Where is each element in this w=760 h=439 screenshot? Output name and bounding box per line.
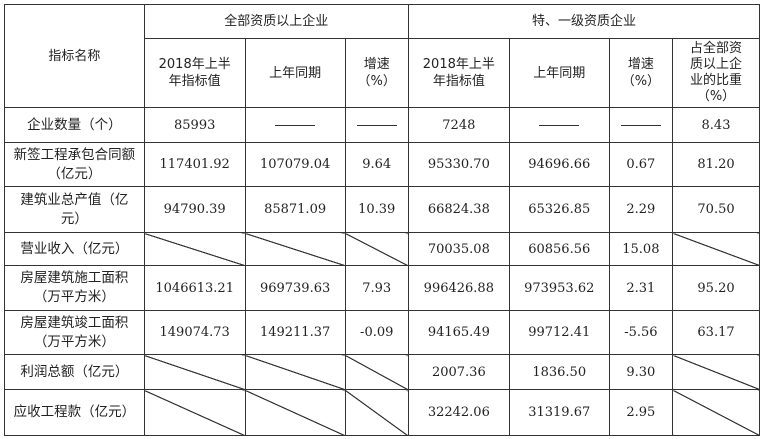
empty-cell-slash bbox=[672, 354, 760, 390]
table-row: 应收工程款（亿元） 32242.06 31319.67 2.95 bbox=[4, 389, 760, 436]
indicator-name: 应收工程款（亿元） bbox=[4, 389, 145, 436]
cell-sp-value: 70035.08 bbox=[407, 232, 510, 266]
cell-sp-value: 2007.36 bbox=[407, 354, 510, 390]
table-row: 新签工程承包合同额（亿元） 117401.92 107079.04 9.64 95330… bbox=[4, 142, 760, 187]
dash-cell bbox=[344, 107, 409, 143]
cell-sp-share: 70.50 bbox=[672, 186, 760, 233]
dash-mark bbox=[275, 124, 316, 126]
header-sp-growth: 增速（%） bbox=[608, 38, 674, 108]
cell-sp-growth: 2.31 bbox=[608, 265, 674, 311]
cell-all-value: 1046613.21 bbox=[143, 265, 246, 311]
header-sp-value: 2018年上半年指标值 bbox=[407, 38, 510, 108]
cell-sp-last: 99712.41 bbox=[508, 310, 610, 355]
cell-all-value: 85993 bbox=[143, 107, 246, 143]
header-group-all: 全部资质以上企业 bbox=[143, 4, 409, 39]
cell-sp-value: 7248 bbox=[407, 107, 510, 143]
cell-sp-growth: 0.67 bbox=[608, 142, 674, 187]
cell-sp-last: 31319.67 bbox=[508, 389, 610, 436]
empty-cell-slash bbox=[143, 232, 246, 266]
table-row: 房屋建筑竣工面积（万平方米） 149074.73 149211.37 -0.09 941… bbox=[4, 310, 760, 355]
dash-cell bbox=[508, 107, 610, 143]
dash-mark bbox=[356, 124, 397, 126]
statistics-table: 指标名称 全部资质以上企业 特、一级资质企业 2018年上半年指标值 上年同期 … bbox=[4, 4, 760, 436]
cell-all-last: 107079.04 bbox=[244, 142, 346, 187]
cell-all-growth: 10.39 bbox=[344, 186, 409, 233]
table-row: 房屋建筑施工面积（万平方米） 1046613.21 969739.63 7.93 996… bbox=[4, 265, 760, 311]
indicator-name: 企业数量（个） bbox=[4, 107, 145, 143]
empty-cell-slash bbox=[344, 389, 409, 436]
cell-sp-last: 65326.85 bbox=[508, 186, 610, 233]
empty-cell-slash bbox=[244, 354, 346, 390]
cell-all-last: 85871.09 bbox=[244, 186, 346, 233]
header-sp-last: 上年同期 bbox=[508, 38, 610, 108]
cell-all-last: 149211.37 bbox=[244, 310, 346, 355]
cell-all-last: 969739.63 bbox=[244, 265, 346, 311]
table-row: 建筑业总产值（亿元） 94790.39 85871.09 10.39 66824.38 6… bbox=[4, 186, 760, 233]
cell-sp-last: 973953.62 bbox=[508, 265, 610, 311]
empty-cell-slash bbox=[344, 232, 409, 266]
dash-cell bbox=[244, 107, 346, 143]
cell-all-value: 94790.39 bbox=[143, 186, 246, 233]
cell-sp-growth: 9.30 bbox=[608, 354, 674, 390]
dash-mark bbox=[539, 124, 580, 126]
cell-sp-growth: 2.95 bbox=[608, 389, 674, 436]
cell-sp-growth: 15.08 bbox=[608, 232, 674, 266]
indicator-name: 房屋建筑竣工面积（万平方米） bbox=[4, 310, 145, 355]
table-row: 营业收入（亿元） 70035.08 60856.56 15.08 bbox=[4, 232, 760, 266]
indicator-name: 营业收入（亿元） bbox=[4, 232, 145, 266]
cell-sp-share: 8.43 bbox=[672, 107, 760, 143]
cell-all-value: 149074.73 bbox=[143, 310, 246, 355]
table-row: 企业数量（个） 85993 7248 8.43 bbox=[4, 107, 760, 143]
cell-sp-value: 66824.38 bbox=[407, 186, 510, 233]
indicator-name: 新签工程承包合同额（亿元） bbox=[4, 142, 145, 187]
empty-cell-slash bbox=[672, 232, 760, 266]
empty-cell-slash bbox=[244, 232, 346, 266]
cell-all-growth: 7.93 bbox=[344, 265, 409, 311]
header-all-growth: 增速（%） bbox=[344, 38, 409, 108]
empty-cell-slash bbox=[244, 389, 346, 436]
dash-cell bbox=[608, 107, 674, 143]
cell-sp-value: 32242.06 bbox=[407, 389, 510, 436]
cell-sp-value: 95330.70 bbox=[407, 142, 510, 187]
cell-sp-growth: -5.56 bbox=[608, 310, 674, 355]
table-row: 利润总额（亿元） 2007.36 1836.50 9.30 bbox=[4, 354, 760, 390]
indicator-name: 建筑业总产值（亿元） bbox=[4, 186, 145, 233]
header-group-special: 特、一级资质企业 bbox=[407, 4, 760, 39]
cell-sp-last: 1836.50 bbox=[508, 354, 610, 390]
cell-all-growth: 9.64 bbox=[344, 142, 409, 187]
header-all-last: 上年同期 bbox=[244, 38, 346, 108]
cell-sp-share: 63.17 bbox=[672, 310, 760, 355]
empty-cell-slash bbox=[143, 389, 246, 436]
empty-cell-slash bbox=[672, 389, 760, 436]
cell-all-value: 117401.92 bbox=[143, 142, 246, 187]
empty-cell-slash bbox=[344, 354, 409, 390]
header-all-value: 2018年上半年指标值 bbox=[143, 38, 246, 108]
cell-sp-value: 94165.49 bbox=[407, 310, 510, 355]
cell-sp-share: 95.20 bbox=[672, 265, 760, 311]
cell-sp-last: 94696.66 bbox=[508, 142, 610, 187]
cell-all-growth: -0.09 bbox=[344, 310, 409, 355]
indicator-name: 利润总额（亿元） bbox=[4, 354, 145, 390]
header-indicator-name: 指标名称 bbox=[4, 4, 145, 108]
indicator-name: 房屋建筑施工面积（万平方米） bbox=[4, 265, 145, 311]
cell-sp-last: 60856.56 bbox=[508, 232, 610, 266]
empty-cell-slash bbox=[143, 354, 246, 390]
cell-sp-growth: 2.29 bbox=[608, 186, 674, 233]
cell-sp-value: 996426.88 bbox=[407, 265, 510, 311]
header-sp-share: 占全部资质以上企业的比重（%） bbox=[672, 38, 760, 108]
cell-sp-share: 81.20 bbox=[672, 142, 760, 187]
dash-mark bbox=[620, 124, 661, 126]
